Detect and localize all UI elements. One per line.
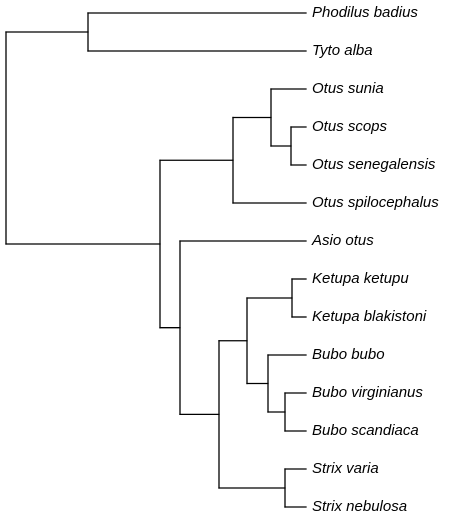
tip-label-strix-nebulosa: Strix nebulosa <box>312 498 407 515</box>
tip-label-bubo-scandiaca: Bubo scandiaca <box>312 422 419 439</box>
tip-label-phodilus-badius: Phodilus badius <box>312 4 418 21</box>
tip-label-tyto-alba: Tyto alba <box>312 42 373 59</box>
tip-label-strix-varia: Strix varia <box>312 460 379 477</box>
tip-label-otus-sunia: Otus sunia <box>312 80 384 97</box>
tip-label-ketupa-ketupu: Ketupa ketupu <box>312 270 409 287</box>
tip-label-ketupa-blakistoni: Ketupa blakistoni <box>312 308 427 325</box>
tip-label-otus-spilocephalus: Otus spilocephalus <box>312 194 439 211</box>
tip-label-otus-senegalensis: Otus senegalensis <box>312 156 436 173</box>
tip-label-bubo-bubo: Bubo bubo <box>312 346 385 363</box>
tip-label-asio-otus: Asio otus <box>311 232 374 249</box>
tip-label-bubo-virginianus: Bubo virginianus <box>312 384 423 401</box>
tip-label-otus-scops: Otus scops <box>312 118 388 135</box>
